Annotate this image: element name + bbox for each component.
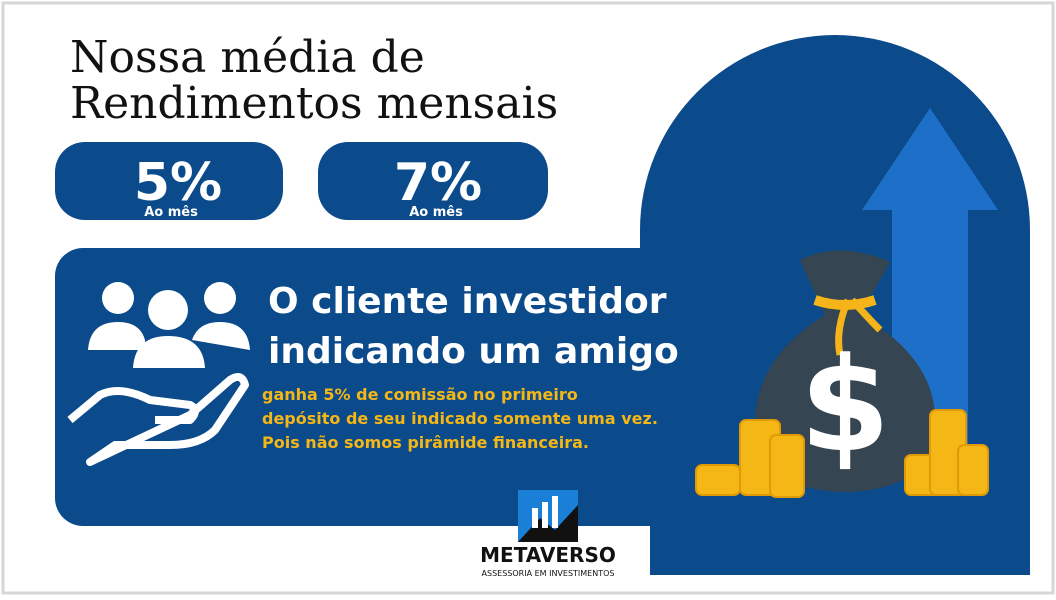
money-bag: $ xyxy=(754,250,936,492)
rate-label: Ao mês xyxy=(144,205,198,220)
rate-pill xyxy=(55,142,283,220)
rate-value: 7% xyxy=(394,153,482,213)
logo-mark xyxy=(518,490,578,542)
rate-pill xyxy=(318,142,548,220)
heading-line: O cliente investidor xyxy=(268,281,667,322)
body-line: Pois não somos pirâmide financeira. xyxy=(262,433,589,452)
svg-text:$: $ xyxy=(800,329,890,481)
people-icon xyxy=(88,282,250,368)
rate-value: 5% xyxy=(134,153,222,213)
panel xyxy=(55,248,695,526)
title-line: Rendimentos mensais xyxy=(70,78,558,129)
body-line: ganha 5% de comissão no primeiro xyxy=(262,385,578,404)
hand-icon xyxy=(67,372,249,466)
logo-tagline: ASSESSORIA EM INVESTIMENTOS xyxy=(482,569,615,578)
logo-name: METAVERSO xyxy=(480,543,616,567)
rate-label: Ao mês xyxy=(409,205,463,220)
body-line: depósito de seu indicado somente uma vez… xyxy=(262,409,658,428)
heading-line: indicando um amigo xyxy=(268,331,679,372)
coins xyxy=(695,409,989,498)
panel-join xyxy=(640,248,700,348)
title-line: Nossa média de xyxy=(70,32,425,83)
